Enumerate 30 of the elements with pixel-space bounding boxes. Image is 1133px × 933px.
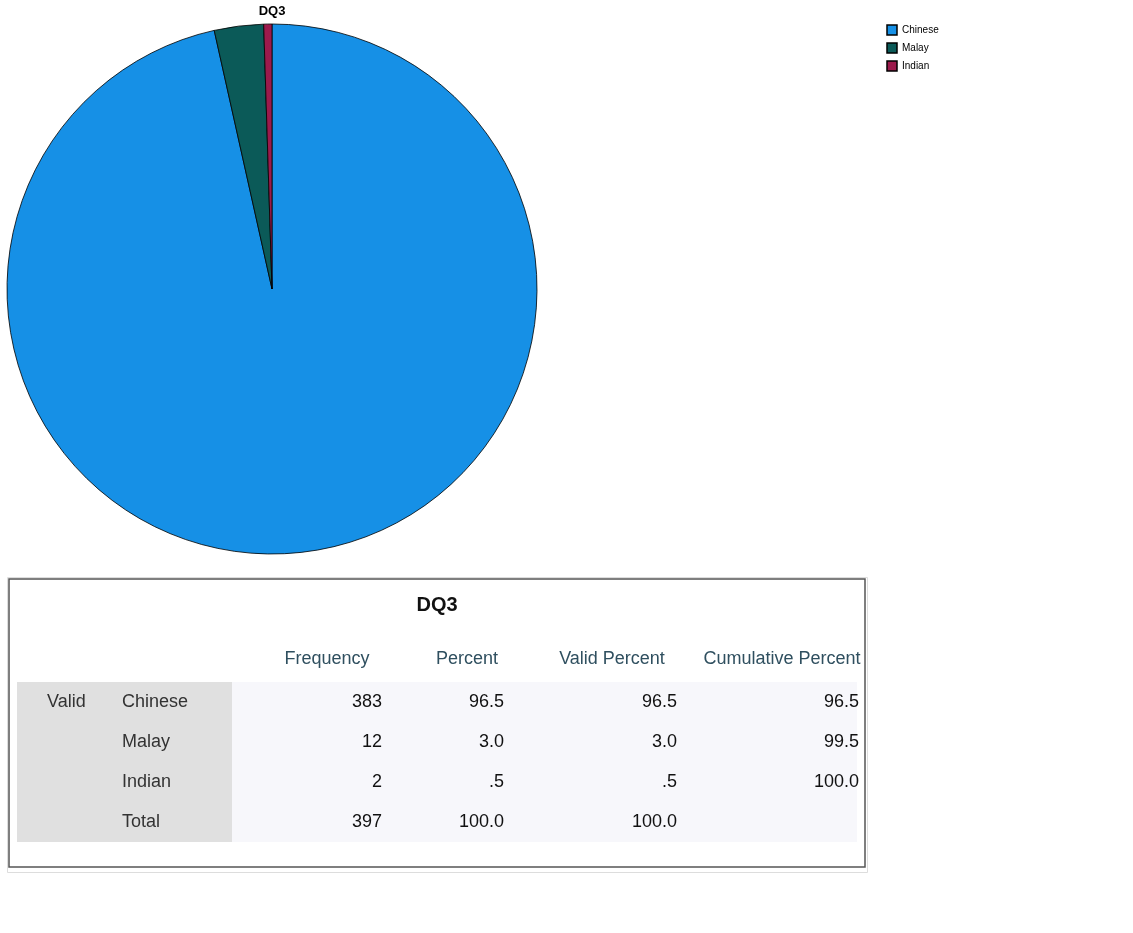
text: Valid Percent (559, 648, 665, 668)
text: 100.0 (631, 811, 677, 831)
text: Valid (47, 691, 86, 711)
text: 3.0 (478, 731, 504, 751)
chart-title: DQ3 (258, 3, 286, 19)
pie-slice (7, 23, 538, 555)
slice-label: Chinese (122, 691, 189, 711)
legend-label: Chinese (902, 24, 940, 35)
text: 12 (361, 731, 382, 751)
legend-label: Indian (902, 60, 930, 71)
category-label: Indian (122, 771, 172, 791)
text: 383 (351, 691, 382, 711)
text: Total (122, 811, 161, 831)
text: 3.0 (651, 731, 677, 751)
category-label: Malay (122, 731, 171, 751)
text: 100.0 (813, 771, 859, 791)
text: Cumulative Percent (703, 648, 861, 668)
text: 2 (371, 771, 382, 791)
text: 96.5 (823, 691, 859, 711)
text: .5 (661, 771, 677, 791)
text: 96.5 (641, 691, 677, 711)
text: Frequency (284, 648, 370, 668)
text: DQ3 (416, 593, 458, 615)
text: Percent (435, 648, 499, 668)
legend-label: Malay (902, 42, 929, 53)
text: 99.5 (823, 731, 859, 751)
text: 397 (351, 811, 382, 831)
text: 96.5 (468, 691, 504, 711)
text: 100.0 (458, 811, 504, 831)
text: .5 (488, 771, 504, 791)
